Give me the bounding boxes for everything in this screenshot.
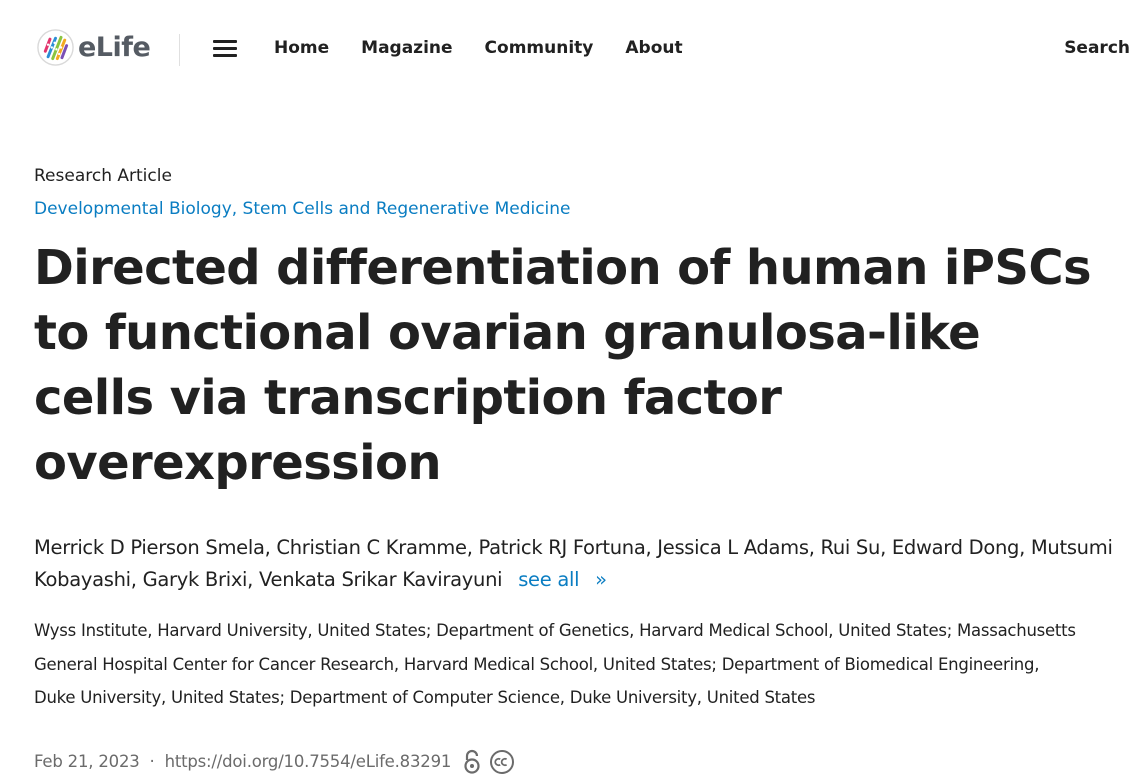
author-list: Merrick D Pierson Smela, Christian C Kra… (34, 532, 1114, 596)
article-header: Research Article Developmental Biology, … (34, 164, 1114, 776)
article-title: Directed differentiation of human iPSCs … (34, 240, 1092, 491)
elife-logo[interactable]: eLife (37, 29, 151, 66)
creative-commons-icon[interactable] (489, 749, 515, 775)
open-access-icon[interactable] (461, 749, 483, 775)
site-header: eLife Home Magazine Community About Sear… (0, 0, 1134, 96)
hamburger-menu-icon[interactable] (211, 37, 239, 59)
see-all-label: see all (518, 568, 580, 591)
nav-item-magazine[interactable]: Magazine (361, 38, 453, 58)
logo-text: eLife (78, 32, 151, 63)
search-link[interactable]: Search (1064, 38, 1130, 58)
main-nav: Home Magazine Community About (274, 36, 715, 60)
subject-link[interactable]: Developmental Biology, Stem Cells and Re… (34, 199, 571, 219)
header-divider (179, 34, 180, 66)
affiliations: Wyss Institute, Harvard University, Unit… (34, 621, 1076, 707)
article-type: Research Article (34, 166, 172, 186)
doi-link[interactable]: https://doi.org/10.7554/eLife.83291 (164, 751, 452, 771)
authors-text: Merrick D Pierson Smela, Christian C Kra… (34, 536, 1113, 591)
subject-list: Developmental Biology, Stem Cells and Re… (34, 197, 1114, 221)
meta-separator: · (149, 751, 155, 771)
article-meta: Feb 21, 2023 · https://doi.org/10.7554/e… (34, 748, 1114, 776)
chevron-right-icon: » (595, 568, 607, 591)
nav-item-about[interactable]: About (625, 38, 683, 58)
publish-date: Feb 21, 2023 (34, 751, 140, 771)
see-all-authors-button[interactable]: see all » (518, 568, 607, 591)
nav-item-home[interactable]: Home (274, 38, 330, 58)
elife-logo-icon (37, 29, 74, 66)
nav-item-community[interactable]: Community (484, 38, 594, 58)
